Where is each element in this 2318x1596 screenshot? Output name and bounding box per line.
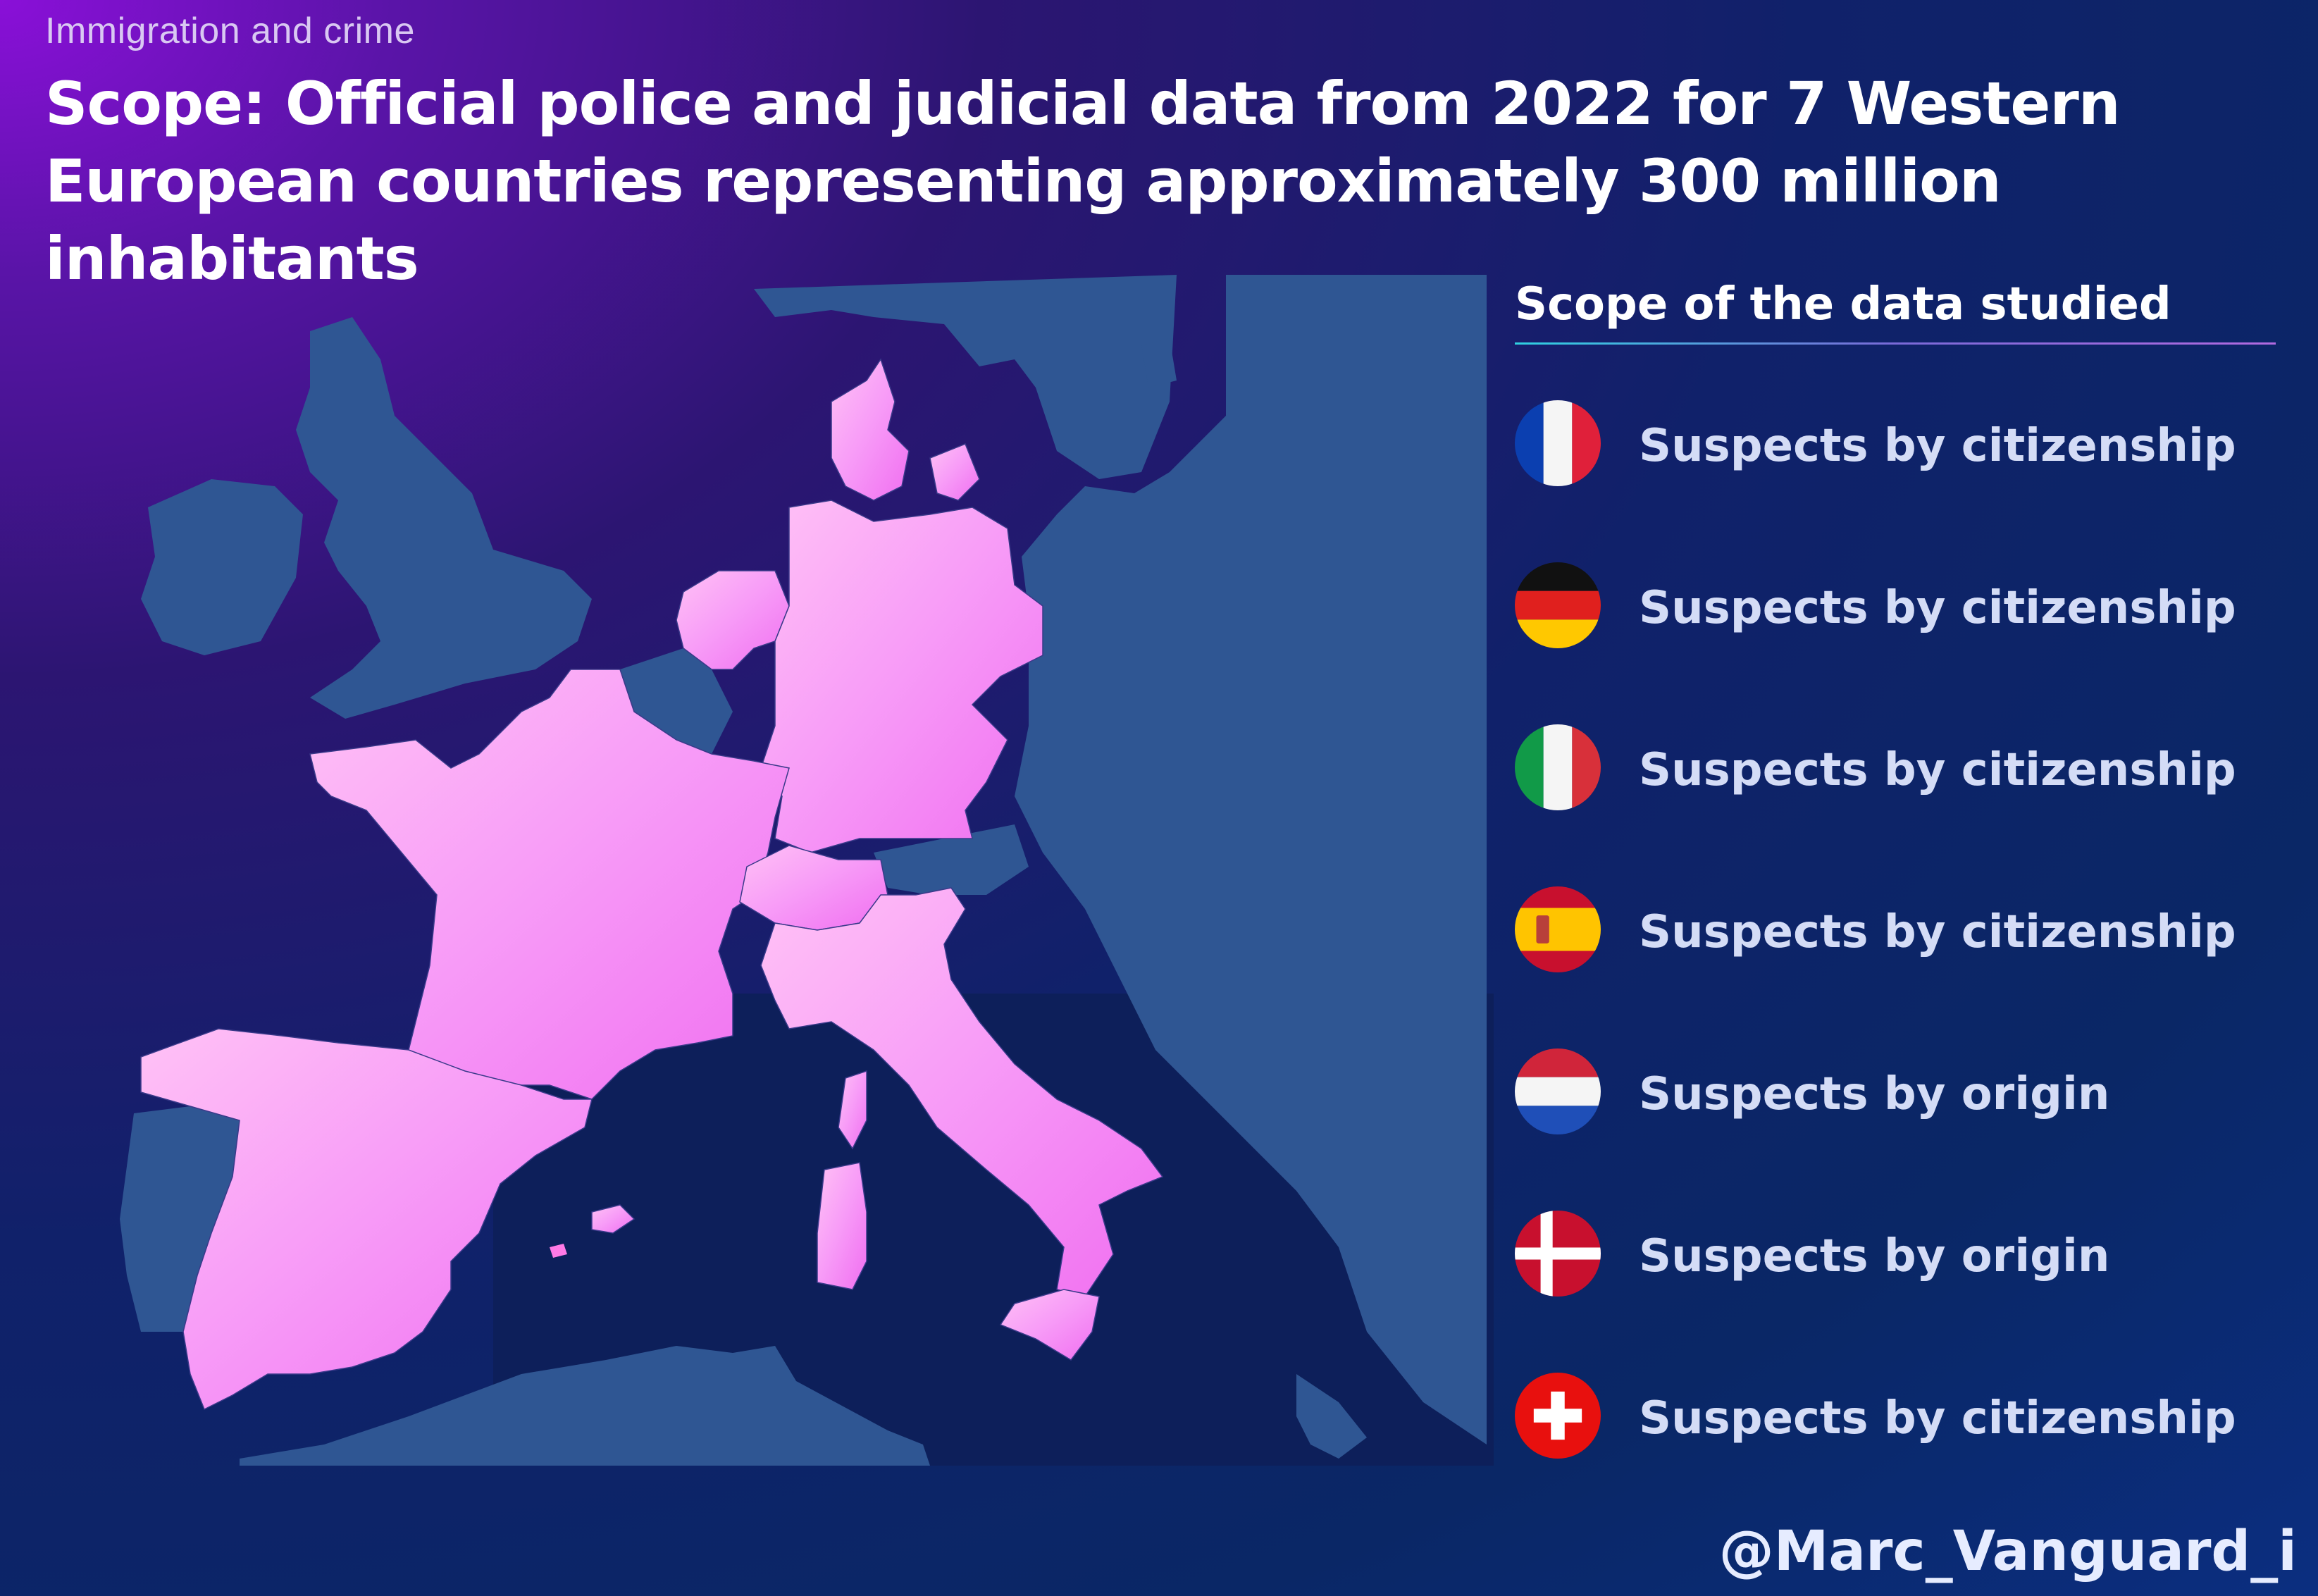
austria (874, 824, 1029, 895)
greece (1296, 1374, 1367, 1459)
denmark-flag-icon (1515, 1211, 1601, 1297)
legend-item-denmark: Suspects by origin (1515, 1211, 2290, 1298)
ibiza (550, 1244, 567, 1258)
ireland (141, 479, 303, 655)
legend-divider (1515, 342, 2276, 345)
sicily (999, 1289, 1100, 1361)
italy-flag-icon (1515, 724, 1601, 810)
denmark-zealand (929, 443, 980, 501)
other-countries (120, 275, 1487, 1466)
legend-label: Suspects by citizenship (1639, 582, 2236, 634)
germany (760, 500, 1043, 853)
eastern-europe (1015, 275, 1487, 1445)
sardinia (817, 1162, 867, 1290)
author-credit: @Marc_Vanguard_i (1718, 1520, 2297, 1583)
netherlands (676, 570, 790, 670)
balearic-islands (591, 1204, 636, 1234)
denmark (831, 358, 910, 501)
gotland (1141, 338, 1177, 388)
legend-label: Suspects by citizenship (1639, 420, 2236, 472)
corsica (838, 1070, 867, 1150)
belgium (620, 648, 733, 754)
legend-item-france: Suspects by citizenship (1515, 400, 2290, 488)
spain (140, 1028, 593, 1411)
germany-flag-icon (1515, 562, 1601, 648)
italy (760, 887, 1164, 1297)
north-africa (240, 1346, 930, 1466)
switzerland-flag-icon (1515, 1373, 1601, 1459)
page-title: Scope: Official police and judicial data… (45, 69, 2121, 293)
legend-heading: Scope of the data studied (1515, 278, 2171, 330)
legend-label: Suspects by citizenship (1639, 1392, 2236, 1445)
legend-label: Suspects by citizenship (1639, 906, 2236, 958)
netherlands-flag-icon (1515, 1048, 1601, 1134)
subtitle: Immigration and crime (45, 11, 415, 51)
norway-sweden (754, 275, 1177, 479)
legend-item-switzerland: Suspects by citizenship (1515, 1373, 2290, 1460)
legend-label: Suspects by citizenship (1639, 744, 2236, 796)
legend-item-netherlands: Suspects by origin (1515, 1048, 2290, 1136)
france (309, 669, 790, 1100)
spain-flag-icon (1515, 886, 1601, 972)
portugal (120, 1106, 240, 1332)
legend-label: Suspects by origin (1639, 1230, 2110, 1282)
great-britain (296, 317, 592, 719)
france-flag-icon (1515, 400, 1601, 486)
legend-item-spain: Suspects by citizenship (1515, 886, 2290, 974)
legend-item-italy: Suspects by citizenship (1515, 724, 2290, 812)
legend-label: Suspects by origin (1639, 1068, 2110, 1120)
europe-map (120, 275, 1494, 1466)
legend-item-germany: Suspects by citizenship (1515, 562, 2290, 650)
